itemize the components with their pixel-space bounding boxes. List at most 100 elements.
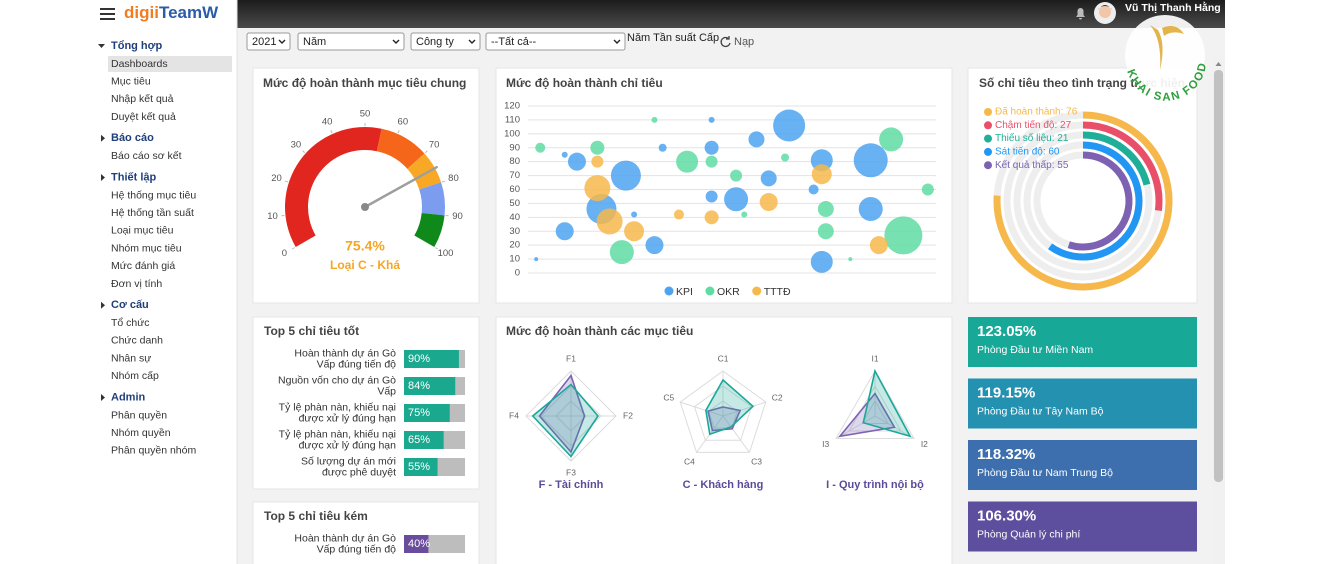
bar-label-line: được phê duyệt <box>322 466 396 478</box>
bar-label-line: Vấp <box>377 385 396 397</box>
menu-item[interactable]: Phân quyền nhóm <box>111 445 196 457</box>
panel-title: Top 5 chỉ tiêu tốt <box>264 324 359 338</box>
bubble <box>704 210 719 225</box>
load-button[interactable]: Nạp <box>734 36 754 48</box>
menu-item[interactable]: Chức danh <box>111 335 163 347</box>
bubble <box>584 175 611 202</box>
menu-item[interactable]: Hệ thống tần suất <box>111 207 194 219</box>
bar-label-line: được xử lý đúng hạn <box>299 439 397 451</box>
legend-label[interactable]: TTTĐ <box>764 286 791 298</box>
bubble <box>810 250 833 273</box>
panel-title: Mức độ hoàn thành mục tiêu chung <box>263 76 466 90</box>
menu-item[interactable]: Loại mục tiêu <box>111 225 174 237</box>
bar <box>404 350 459 368</box>
stat-label: Phòng Đầu tư Tây Nam Bộ <box>977 405 1104 417</box>
scroll-up[interactable] <box>1215 62 1222 66</box>
bubble <box>884 216 923 255</box>
bubble <box>848 257 853 262</box>
gauge-tick-label: 70 <box>429 139 440 150</box>
filter-select[interactable] <box>297 32 405 51</box>
gauge-band <box>419 182 445 216</box>
user-name[interactable]: Vũ Thị Thanh Hằng <box>1125 1 1221 14</box>
menu-item[interactable]: Nhân sự <box>111 352 151 364</box>
bubble <box>708 116 715 123</box>
gauge-band <box>414 212 445 247</box>
gauge-band <box>407 153 442 190</box>
gauge-tick <box>441 180 446 183</box>
bubble <box>631 211 638 218</box>
y-tick-label: 110 <box>505 114 520 125</box>
menu-group[interactable]: Thiết lập <box>111 171 157 183</box>
menu-item[interactable]: Nhập kết quả <box>111 93 174 105</box>
menu-item[interactable]: Nhóm mục tiêu <box>111 242 182 254</box>
radial-bar <box>1048 141 1143 261</box>
menu-item[interactable]: Nhóm quyền <box>111 427 171 439</box>
menu-item[interactable]: Phân quyền <box>111 409 167 421</box>
filter-value: Năm <box>303 36 326 48</box>
scrollbar-thumb[interactable] <box>1214 70 1223 482</box>
stat-value: 119.15% <box>977 384 1035 401</box>
menu-item[interactable]: Tổ chức <box>111 317 150 329</box>
avatar-hair <box>1098 5 1112 10</box>
bar-value-label: 84% <box>408 380 430 392</box>
y-tick-label: 30 <box>509 226 520 237</box>
logo[interactable]: digiiTeamW <box>124 3 219 22</box>
filter-select[interactable] <box>485 32 626 51</box>
radar-caption: C - Khách hàng <box>683 479 764 491</box>
stat-card[interactable] <box>968 440 1197 490</box>
bar-label-line: Nguồn vốn cho dự án Gò <box>278 374 396 386</box>
bar-label-line: Tỷ lệ phàn nàn, khiếu nại <box>279 401 396 413</box>
menu-group[interactable]: Tổng hợp <box>111 40 162 52</box>
bubble <box>781 153 790 162</box>
gauge-tick <box>434 247 438 250</box>
panel-title: Mức độ hoàn thành các mục tiêu <box>506 324 693 338</box>
menu-item[interactable]: Đơn vị tính <box>111 278 162 290</box>
filter-value: --Tất cả-- <box>491 36 537 48</box>
gauge-hub <box>361 203 369 211</box>
bell-icon[interactable] <box>1076 8 1085 20</box>
watermark-circle <box>1125 15 1205 95</box>
bar-label: Hoàn thành dự án Gò Vấp đúng tiến độ <box>294 532 396 555</box>
menu-item[interactable]: Báo cáo sơ kết <box>111 150 182 162</box>
gauge-rating: Loại C - Khá <box>330 258 400 272</box>
bubble <box>853 143 888 178</box>
y-tick-label: 100 <box>504 128 520 139</box>
radar-grid <box>861 399 889 424</box>
menu-group[interactable]: Báo cáo <box>111 132 154 144</box>
filter-select[interactable] <box>410 32 481 51</box>
stat-card[interactable] <box>968 317 1197 367</box>
bar-label-line: Hoàn thành dự án Gò <box>294 532 396 544</box>
menu-button[interactable] <box>100 8 115 20</box>
radar-area <box>531 383 600 458</box>
menu-group[interactable]: Cơ cấu <box>111 299 149 311</box>
bubble <box>810 149 833 172</box>
radar-axis-label: C5 <box>663 393 674 403</box>
filter-select[interactable] <box>246 32 291 51</box>
bubble <box>730 169 743 182</box>
stat-card[interactable] <box>968 501 1197 552</box>
filter-value: 2021 <box>252 36 276 48</box>
menu-item[interactable]: Dashboards <box>111 58 168 70</box>
panel-title: Mức độ hoàn thành chỉ tiêu <box>506 76 663 90</box>
stat-card[interactable] <box>968 378 1197 429</box>
menu-item[interactable]: Mục tiêu <box>111 75 151 87</box>
gauge-tick-label: 0 <box>282 248 287 259</box>
menu-item[interactable]: Mức đánh giá <box>111 260 175 272</box>
legend-marker <box>705 286 715 296</box>
legend-marker <box>752 286 762 296</box>
legend-label: Chậm tiến độ: 27 <box>995 119 1072 131</box>
radar-spoke <box>680 401 724 417</box>
radar-spoke <box>722 401 766 417</box>
menu-item[interactable]: Nhóm cấp <box>111 370 159 382</box>
radar-axis-label: C4 <box>684 456 695 466</box>
gauge-tick <box>397 130 400 134</box>
legend-label[interactable]: KPI <box>676 286 693 298</box>
gauge-tick-label: 80 <box>448 173 459 184</box>
legend-label[interactable]: OKR <box>717 286 740 298</box>
menu-group[interactable]: Admin <box>111 391 146 403</box>
legend-marker <box>984 161 992 170</box>
menu-item[interactable]: Duyệt kết quả <box>111 111 176 123</box>
menu-item[interactable]: Hệ thống mục tiêu <box>111 189 196 201</box>
radar-grid <box>693 385 753 441</box>
reload-icon[interactable] <box>720 36 731 48</box>
